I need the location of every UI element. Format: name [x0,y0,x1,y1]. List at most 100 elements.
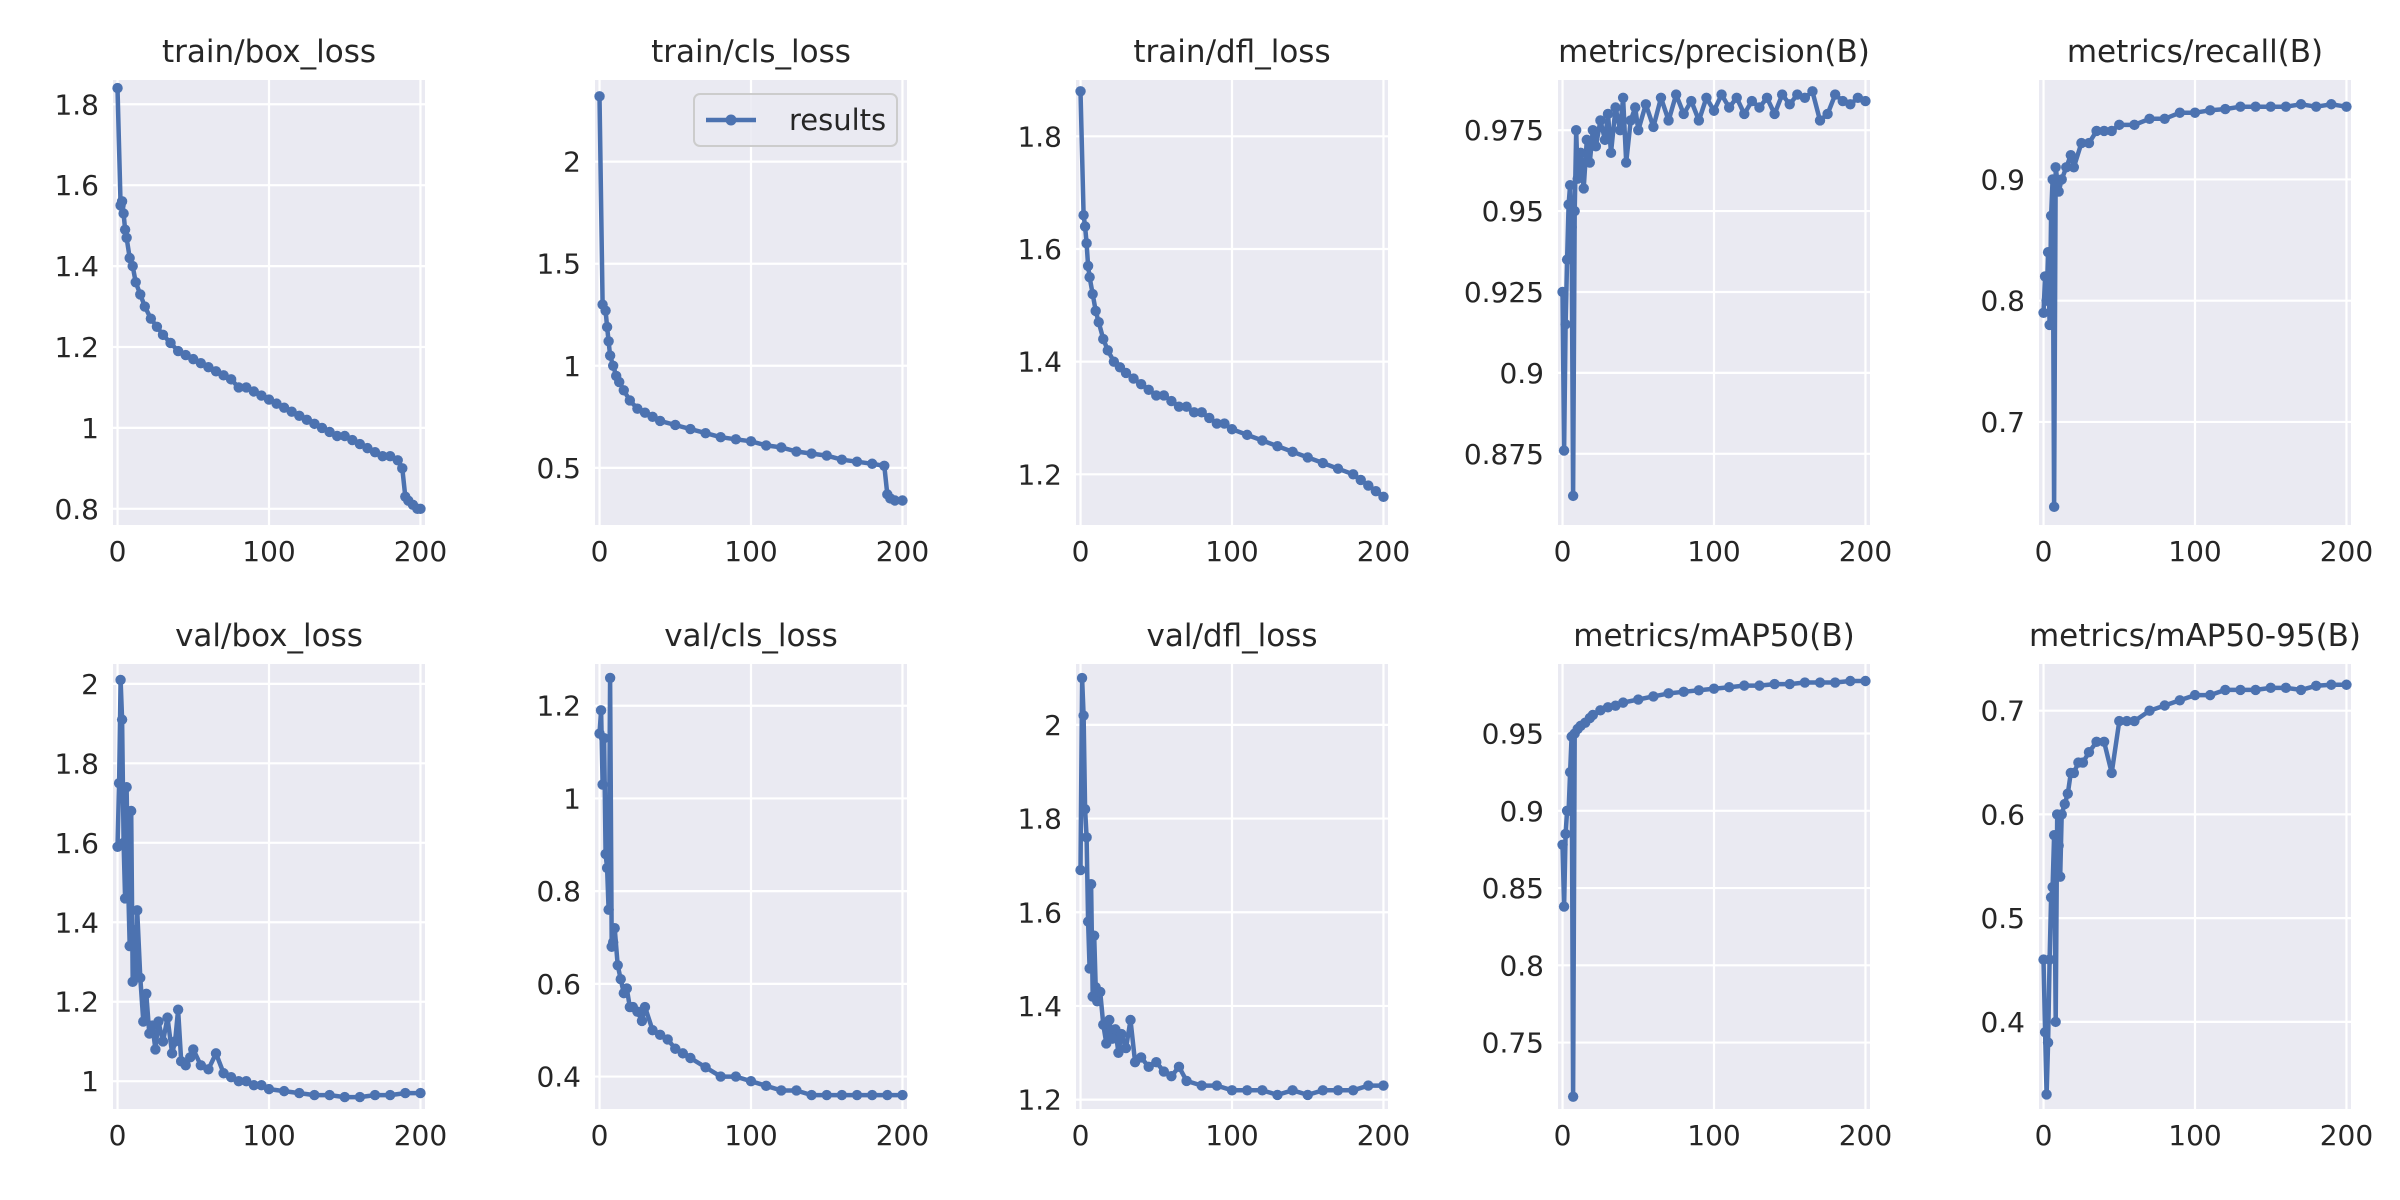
data-point [791,446,802,457]
x-tick-label: 200 [1357,1119,1410,1152]
data-point [597,779,608,790]
data-point [791,1085,802,1096]
y-tick-label: 0.8 [54,493,99,526]
panel-metrics-recall-b: 0 100 200 0.7 0.8 0.9 metrics/recall(B) [1980,34,2373,568]
data-point [1090,305,1101,317]
data-point [415,1087,426,1099]
x-tick-label: 100 [242,1119,295,1152]
data-point [1860,675,1871,687]
data-point [776,442,787,453]
data-point [2174,107,2186,118]
x-tick-label: 200 [1839,535,1892,568]
data-point [1166,1071,1177,1082]
data-point [776,1085,787,1096]
data-point [165,337,176,349]
data-point [604,672,616,684]
data-point [1630,102,1641,113]
data-point [2144,113,2155,125]
data-point [1784,99,1795,110]
data-point [339,1091,350,1103]
data-point [806,448,817,459]
y-tick-label: 1.8 [54,88,99,121]
data-point [1860,95,1871,107]
data-point [1173,401,1185,412]
data-point [324,1089,335,1101]
data-point [1723,102,1735,113]
data-point [1196,407,1207,418]
data-point [2091,125,2102,137]
data-point [607,936,619,948]
data-point [1567,1091,1579,1102]
data-point [172,1004,184,1015]
data-point [1663,688,1674,699]
data-point [1087,288,1098,300]
data-point [745,1075,757,1087]
panel-title: metrics/precision(B) [1558,34,1870,70]
data-point [2106,125,2117,137]
data-point [263,1083,275,1095]
data-point [1241,1085,1253,1096]
data-point [624,395,636,406]
data-point [118,208,129,219]
data-point [1754,102,1765,113]
data-point [188,1044,199,1055]
data-point [2039,1027,2051,1038]
y-tick-label: 1.2 [54,986,99,1019]
data-point [621,983,633,994]
data-point [866,1089,878,1101]
y-tick-label: 0.925 [1464,276,1544,309]
data-point [127,260,138,272]
data-point [124,940,135,952]
data-point [2106,767,2117,779]
data-point [2250,101,2261,112]
data-point [1769,678,1780,690]
data-point [1079,221,1091,232]
data-point [1075,864,1086,876]
data-point [162,1012,173,1023]
data-point [1257,435,1268,446]
y-tick-label: 0.9 [1980,163,2025,196]
series-line [597,675,903,1098]
data-point [715,432,726,443]
data-point [1317,457,1329,469]
data-point [225,374,237,385]
data-point [1151,390,1162,401]
panel-title: train/box_loss [162,34,376,70]
data-point [600,848,611,860]
data-point [821,450,832,461]
data-point [138,1016,149,1027]
data-point [1098,333,1109,345]
data-point [1739,680,1750,691]
data-point [1716,89,1727,100]
data-point [1739,108,1750,120]
data-point [1211,1080,1223,1091]
data-point [670,1043,681,1054]
data-point [1135,1052,1147,1063]
data-point [2326,679,2337,690]
data-point [2053,840,2064,851]
data-point [2235,101,2246,112]
data-point [1617,697,1629,708]
data-point [1595,115,1606,126]
data-point [1578,183,1589,194]
data-point [760,440,772,451]
data-point [151,321,163,332]
x-tick-label: 0 [2035,535,2053,568]
y-tick-label: 0.6 [536,968,581,1001]
data-point [1561,254,1573,265]
data-point [145,313,157,324]
data-point [1272,440,1283,452]
data-point [1107,1033,1118,1044]
data-point [1575,147,1586,159]
data-point [2235,684,2246,696]
data-point [2044,954,2055,965]
data-point [1204,412,1215,424]
data-point [2062,788,2073,799]
data-point [116,714,128,725]
data-point [2056,809,2067,820]
data-point [157,329,169,341]
data-point [2280,682,2292,694]
data-point [1581,134,1592,146]
y-tick-label: 2 [1044,709,1062,742]
